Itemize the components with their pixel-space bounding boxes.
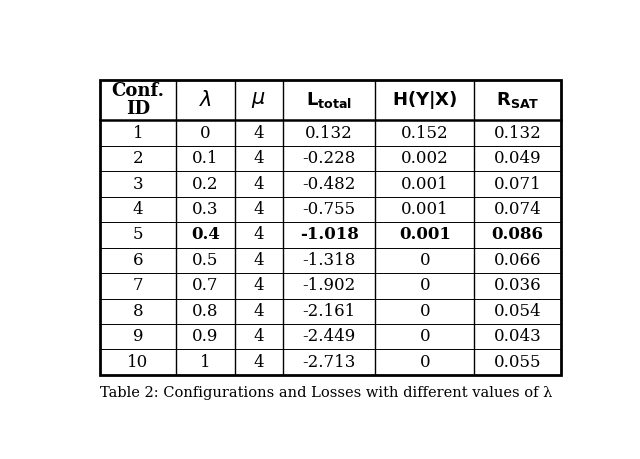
Text: 0.8: 0.8 [192, 303, 219, 320]
Text: 0.055: 0.055 [494, 354, 541, 371]
Text: $\mu$: $\mu$ [252, 90, 266, 110]
Text: $\mathbf{H(Y|X)}$: $\mathbf{H(Y|X)}$ [392, 89, 458, 111]
Text: 0: 0 [419, 303, 430, 320]
Text: 0.074: 0.074 [493, 201, 541, 218]
Text: Conf.: Conf. [111, 82, 164, 100]
Text: 10: 10 [127, 354, 148, 371]
Text: -1.902: -1.902 [303, 277, 356, 294]
Text: 0.3: 0.3 [192, 201, 219, 218]
Text: 1: 1 [132, 125, 143, 142]
Text: 7: 7 [132, 277, 143, 294]
Text: 4: 4 [253, 150, 264, 167]
Text: 0.5: 0.5 [192, 252, 218, 269]
Text: -0.482: -0.482 [302, 176, 356, 193]
Text: 4: 4 [253, 328, 264, 345]
Text: 0.002: 0.002 [401, 150, 449, 167]
Text: 0.043: 0.043 [493, 328, 541, 345]
Text: $\lambda$: $\lambda$ [199, 90, 212, 110]
Text: 0.9: 0.9 [192, 328, 218, 345]
Text: 4: 4 [253, 277, 264, 294]
Text: 0: 0 [419, 277, 430, 294]
Text: 0.152: 0.152 [401, 125, 449, 142]
Text: 4: 4 [253, 201, 264, 218]
Text: 8: 8 [132, 303, 143, 320]
Text: 0: 0 [419, 252, 430, 269]
Text: 0.001: 0.001 [401, 176, 449, 193]
Text: 4: 4 [132, 201, 143, 218]
Text: -2.449: -2.449 [303, 328, 356, 345]
Text: 0: 0 [200, 125, 211, 142]
Text: -2.161: -2.161 [303, 303, 356, 320]
Text: -0.228: -0.228 [302, 150, 356, 167]
Text: 4: 4 [253, 125, 264, 142]
Text: -2.713: -2.713 [302, 354, 356, 371]
Text: 0.001: 0.001 [399, 226, 451, 243]
Text: 0.049: 0.049 [493, 150, 541, 167]
Text: Table 2: Configurations and Losses with different values of λ: Table 2: Configurations and Losses with … [100, 386, 552, 399]
Text: 4: 4 [253, 226, 264, 243]
Text: -1.018: -1.018 [300, 226, 358, 243]
Text: 5: 5 [132, 226, 143, 243]
Text: 0.071: 0.071 [493, 176, 541, 193]
Text: 0.086: 0.086 [492, 226, 543, 243]
Text: 0.7: 0.7 [192, 277, 219, 294]
Text: 0.132: 0.132 [493, 125, 541, 142]
Text: 4: 4 [253, 354, 264, 371]
Text: 2: 2 [132, 150, 143, 167]
Text: 0.2: 0.2 [192, 176, 219, 193]
Text: $\mathbf{L}_{\mathbf{total}}$: $\mathbf{L}_{\mathbf{total}}$ [306, 90, 352, 110]
Text: 0.001: 0.001 [401, 201, 449, 218]
Text: 0: 0 [419, 328, 430, 345]
Text: 0.132: 0.132 [305, 125, 353, 142]
Text: 0.036: 0.036 [493, 277, 541, 294]
Text: 0: 0 [419, 354, 430, 371]
Text: 3: 3 [132, 176, 143, 193]
Text: 1: 1 [200, 354, 211, 371]
Text: 0.4: 0.4 [191, 226, 220, 243]
Text: 4: 4 [253, 252, 264, 269]
Text: -0.755: -0.755 [303, 201, 356, 218]
Text: 4: 4 [253, 176, 264, 193]
Text: 4: 4 [253, 303, 264, 320]
Text: -1.318: -1.318 [302, 252, 356, 269]
Text: 0.066: 0.066 [494, 252, 541, 269]
Text: 0.054: 0.054 [493, 303, 541, 320]
Text: $\mathbf{R}_{\mathbf{SAT}}$: $\mathbf{R}_{\mathbf{SAT}}$ [496, 90, 540, 110]
Text: ID: ID [125, 101, 150, 118]
Text: 0.1: 0.1 [192, 150, 219, 167]
Text: 6: 6 [132, 252, 143, 269]
Text: 9: 9 [132, 328, 143, 345]
